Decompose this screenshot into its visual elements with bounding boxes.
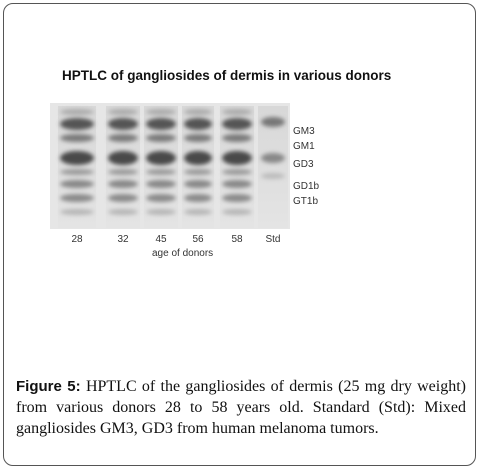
band bbox=[222, 194, 252, 202]
band bbox=[108, 118, 138, 130]
figure-image: HPTLC of gangliosides of dermis in vario… bbox=[50, 68, 391, 259]
band bbox=[108, 134, 138, 142]
band bbox=[60, 169, 94, 175]
band bbox=[261, 173, 285, 179]
band bbox=[60, 134, 94, 142]
band bbox=[60, 180, 94, 188]
band bbox=[60, 151, 94, 165]
caption-label: Figure 5: bbox=[16, 378, 81, 395]
band bbox=[222, 151, 252, 165]
band bbox=[222, 118, 252, 130]
band bbox=[146, 209, 176, 215]
lane-bands bbox=[60, 109, 94, 215]
band bbox=[60, 118, 94, 130]
band bbox=[184, 194, 212, 202]
lane-bands bbox=[108, 109, 138, 215]
caption-text: HPTLC of the gangliosides of dermis (25 … bbox=[16, 378, 466, 437]
band bbox=[108, 169, 138, 175]
lane-label: 28 bbox=[71, 234, 83, 245]
band bbox=[146, 194, 176, 202]
band bbox=[184, 134, 212, 142]
band bbox=[222, 134, 252, 142]
band bbox=[146, 134, 176, 142]
band bbox=[222, 169, 252, 175]
band bbox=[108, 151, 138, 165]
band bbox=[146, 109, 176, 115]
band bbox=[108, 180, 138, 188]
band bbox=[222, 109, 252, 115]
band bbox=[146, 180, 176, 188]
band bbox=[146, 151, 176, 165]
band bbox=[261, 117, 285, 127]
caption: Figure 5: HPTLC of the gangliosides of d… bbox=[16, 376, 466, 439]
band bbox=[184, 180, 212, 188]
tlc-plate bbox=[50, 103, 290, 229]
band-label: GM1 bbox=[293, 141, 315, 152]
x-label: age of donors bbox=[152, 248, 213, 259]
band bbox=[146, 169, 176, 175]
band bbox=[184, 118, 212, 130]
lane-bands bbox=[184, 109, 212, 215]
lane-label: 32 bbox=[117, 234, 129, 245]
band-label: GD3 bbox=[293, 159, 314, 170]
band bbox=[108, 109, 138, 115]
band bbox=[108, 194, 138, 202]
lane-label: 58 bbox=[231, 234, 243, 245]
lane-bands bbox=[222, 109, 252, 215]
band-label: GT1b bbox=[293, 196, 318, 207]
lane-label: Std bbox=[265, 234, 280, 245]
figure-title: HPTLC of gangliosides of dermis in vario… bbox=[62, 68, 391, 83]
band bbox=[261, 153, 285, 163]
band bbox=[108, 209, 138, 215]
band bbox=[60, 109, 94, 115]
band-label: GM3 bbox=[293, 126, 315, 137]
lane-bands bbox=[146, 109, 176, 215]
band bbox=[60, 194, 94, 202]
band bbox=[146, 118, 176, 130]
lane-label: 56 bbox=[192, 234, 204, 245]
band bbox=[184, 151, 212, 165]
band bbox=[184, 209, 212, 215]
band-label: GD1b bbox=[293, 181, 320, 192]
band bbox=[184, 169, 212, 175]
figure-frame bbox=[3, 3, 476, 466]
band bbox=[222, 180, 252, 188]
lane-label: 45 bbox=[155, 234, 167, 245]
band bbox=[60, 209, 94, 215]
band bbox=[184, 109, 212, 115]
band bbox=[222, 209, 252, 215]
lane-bands bbox=[261, 117, 285, 179]
